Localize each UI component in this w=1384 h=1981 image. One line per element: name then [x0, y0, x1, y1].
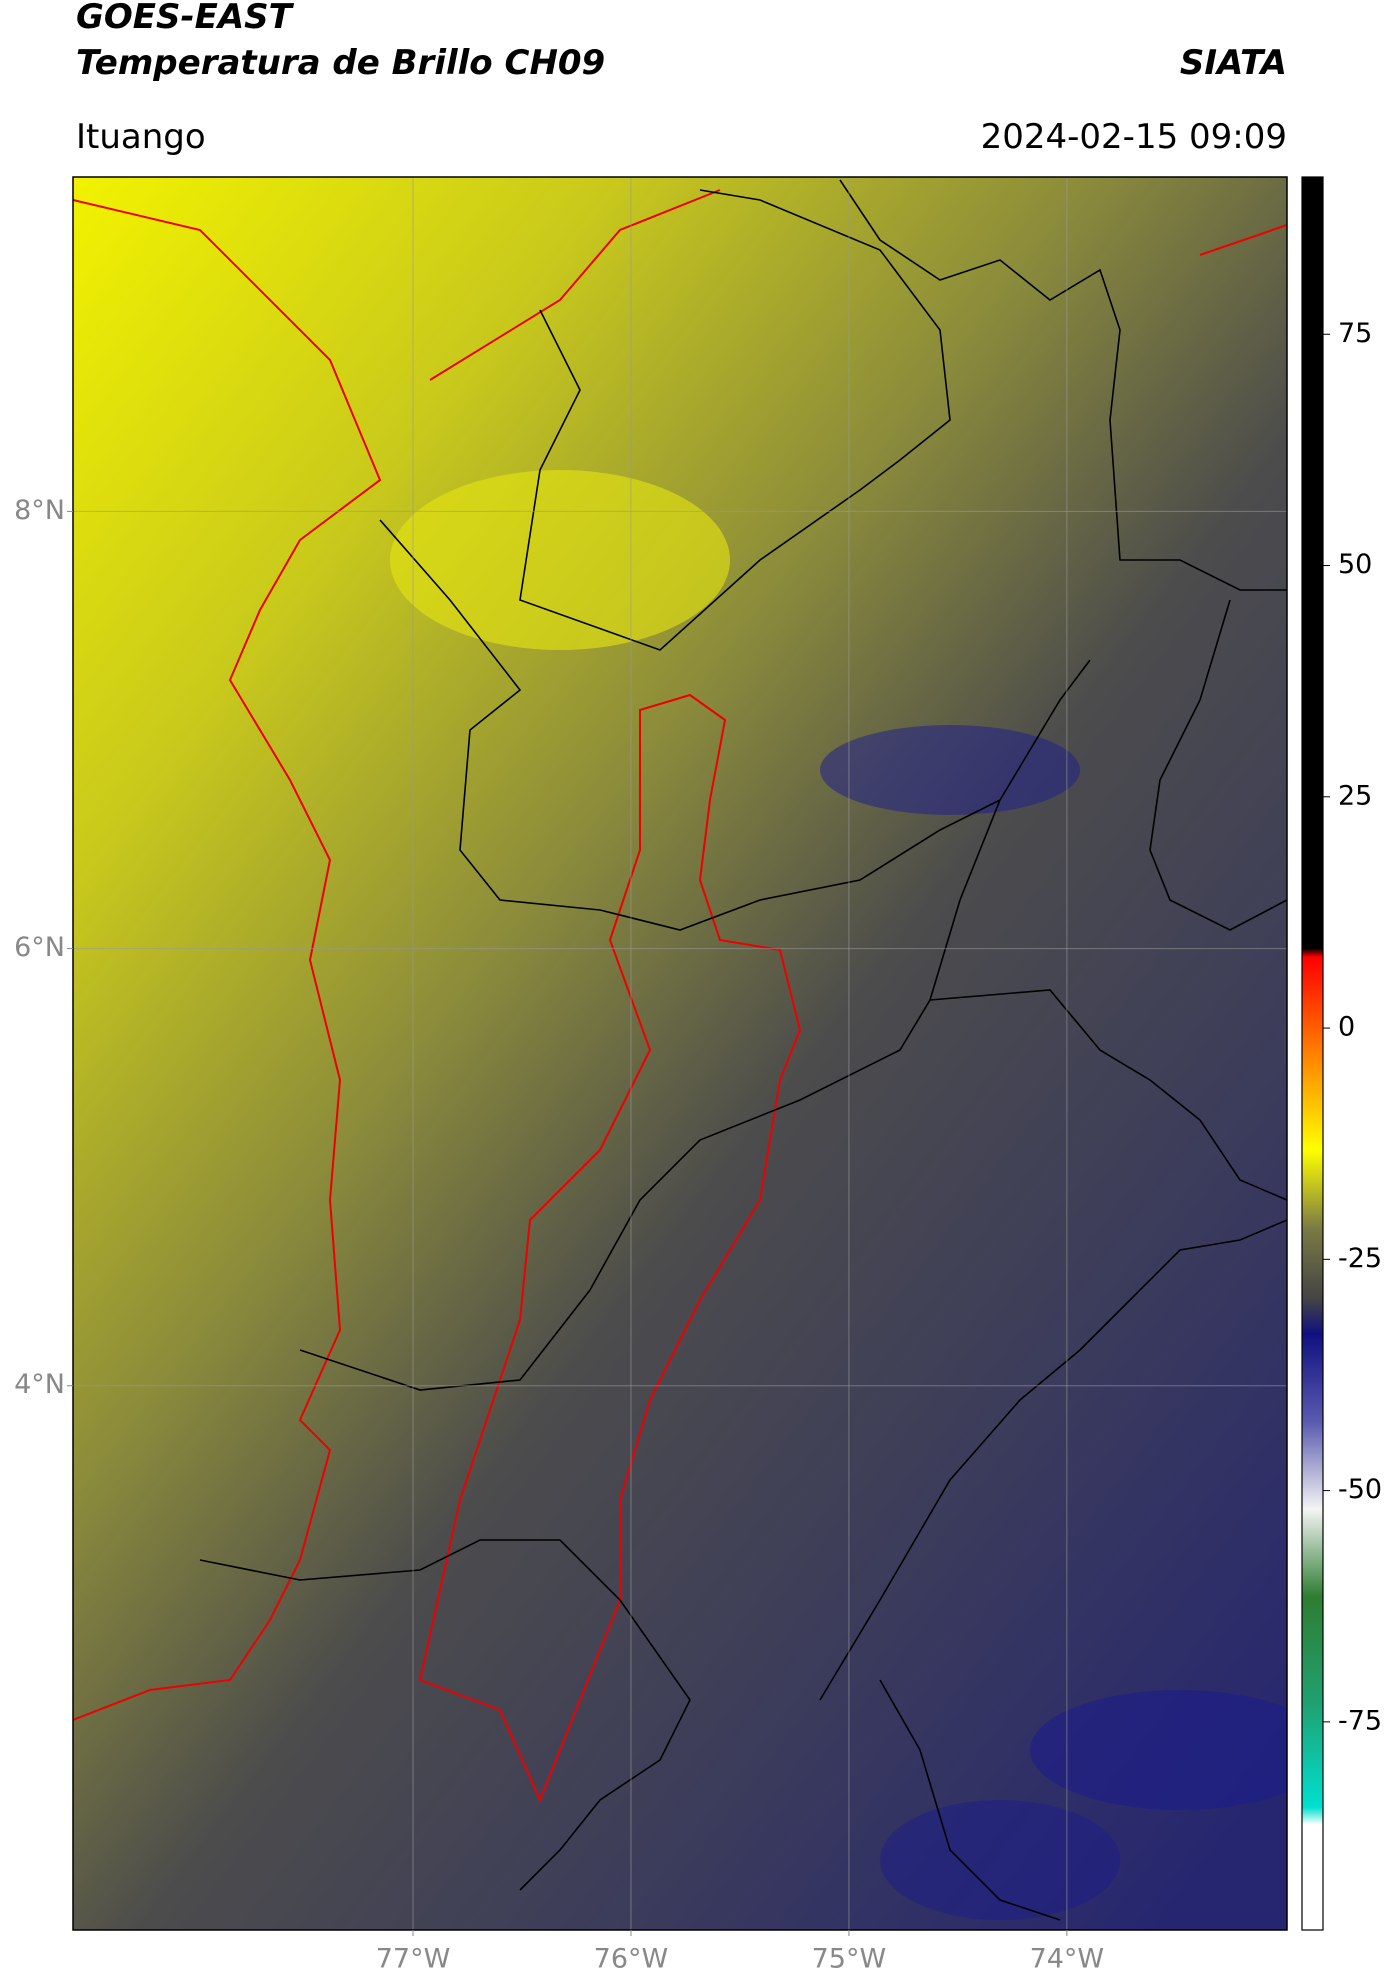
colorbar-tick-label: -75	[1338, 1705, 1382, 1736]
lon-label: 75°W	[812, 1944, 887, 1975]
datetime: 2024-02-15 09:09	[981, 117, 1287, 157]
subtitle: Temperatura de Brillo CH09	[76, 43, 605, 83]
lat-label: 4°N	[14, 1369, 65, 1400]
graticule	[73, 177, 1287, 1930]
colorbar-tick-label: 25	[1338, 780, 1372, 811]
title: GOES-EAST	[76, 0, 295, 37]
lat-label: 8°N	[14, 495, 65, 526]
lon-label: 77°W	[376, 1944, 451, 1975]
colorbar-tick-label: 75	[1338, 318, 1372, 349]
colorbar	[1301, 176, 1324, 1931]
lat-label: 6°N	[14, 932, 65, 963]
lon-label: 76°W	[594, 1944, 669, 1975]
colorbar-tick-label: 50	[1338, 549, 1372, 580]
location: Ituango	[76, 117, 206, 157]
source: SIATA	[1180, 43, 1287, 83]
colorbar-tick-label: -50	[1338, 1474, 1382, 1505]
map-image	[73, 177, 1287, 1930]
lon-label: 74°W	[1030, 1944, 1105, 1975]
colorbar-tick-label: 0	[1338, 1012, 1355, 1043]
colorbar-tick-label: -25	[1338, 1243, 1382, 1274]
map-frame	[72, 176, 1288, 1931]
